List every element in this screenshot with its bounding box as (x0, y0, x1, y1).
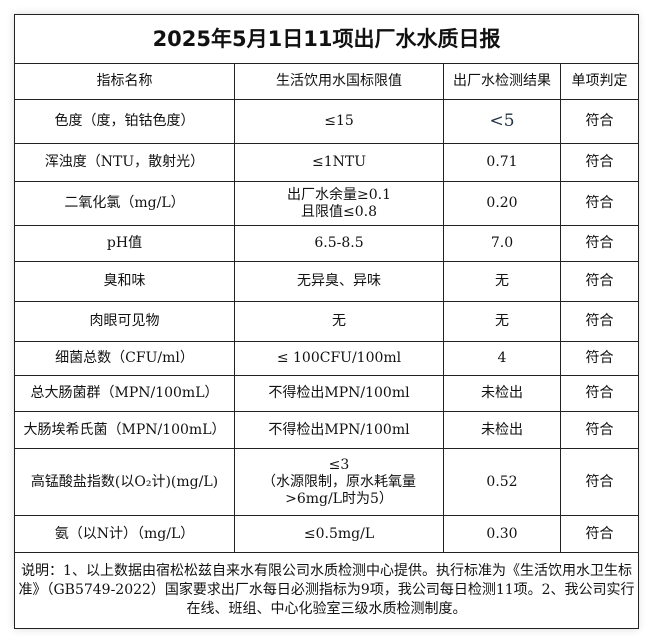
judgement: 符合 (559, 515, 640, 553)
header-row: 指标名称 生活饮用水国标限值 出厂水检测结果 单项判定 (14, 63, 640, 100)
table-row: pH值 6.5-8.5 7.0 符合 (14, 225, 640, 262)
test-result: 无 (443, 261, 561, 302)
limit-line: ≤ 100CFU/100ml (276, 350, 402, 366)
test-result: 0.20 (443, 181, 561, 226)
header-judge: 单项判定 (559, 63, 640, 100)
indicator-name: 肉眼可见物 (14, 301, 235, 342)
indicator-name: 色度（度，铂钴色度） (14, 99, 235, 144)
indicator-name: 大肠埃希氏菌（MPN/100mL） (14, 411, 235, 449)
limit-line: >6mg/L时为5） (285, 490, 393, 507)
table-row: 总大肠菌群（MPN/100mL） 不得检出MPN/100ml 未检出 符合 (14, 375, 640, 412)
table-row: 高锰酸盐指数(以O₂计)(mg/L) ≤3 （水源限制，原水耗氧量 >6mg/L时为5… (14, 448, 640, 516)
standard-limit: 不得检出MPN/100ml (234, 375, 444, 412)
judgement: 符合 (559, 448, 640, 516)
limit-line: 出厂水余量≥0.1 (287, 186, 391, 203)
indicator-name: 臭和味 (14, 261, 235, 302)
test-result: 0.52 (443, 448, 561, 516)
header-result: 出厂水检测结果 (443, 63, 561, 100)
limit-line: ≤15 (324, 113, 354, 129)
table-row: 细菌总数（CFU/ml） ≤ 100CFU/100ml 4 符合 (14, 341, 640, 376)
test-result: 未检出 (443, 411, 561, 449)
test-result: 未检出 (443, 375, 561, 412)
judgement: 符合 (559, 261, 640, 302)
test-result: 4 (443, 341, 561, 376)
standard-limit: ≤0.5mg/L (234, 515, 444, 553)
report-table: 2025年5月1日11项出厂水水质日报 指标名称 生活饮用水国标限值 出厂水检测… (13, 14, 640, 629)
table-row: 肉眼可见物无无符合 (14, 301, 640, 342)
test-result: 0.30 (443, 515, 561, 553)
standard-limit: 出厂水余量≥0.1 且限值≤0.8 (234, 181, 444, 226)
indicator-name: 高锰酸盐指数(以O₂计)(mg/L) (14, 448, 235, 516)
test-result: <5 (443, 99, 561, 144)
limit-line: 6.5-8.5 (314, 235, 364, 251)
judgement: 符合 (559, 375, 640, 412)
standard-limit: ≤3 （水源限制，原水耗氧量 >6mg/L时为5） (234, 448, 444, 516)
limit-line: ≤3 (328, 456, 350, 473)
table-row: 色度（度，铂钴色度） ≤15 <5 符合 (14, 99, 640, 144)
standard-limit: 6.5-8.5 (234, 225, 444, 262)
limit-line: 不得检出MPN/100ml (268, 385, 410, 401)
indicator-name: 细菌总数（CFU/ml） (14, 341, 235, 376)
test-result: 7.0 (443, 225, 561, 262)
standard-limit: ≤ 100CFU/100ml (234, 341, 444, 376)
judgement: 符合 (559, 99, 640, 144)
limit-line: 无异臭、异味 (297, 273, 381, 289)
standard-limit: 无异臭、异味 (234, 261, 444, 302)
limit-line: ≤0.5mg/L (303, 525, 375, 542)
report-title: 2025年5月1日11项出厂水水质日报 (13, 14, 640, 64)
header-name: 指标名称 (14, 63, 235, 100)
table-row: 氨（以N计）（mg/L） ≤0.5mg/L 0.30 符合 (14, 515, 640, 553)
limit-line: 不得检出MPN/100ml (268, 421, 410, 438)
indicator-name: 氨（以N计）（mg/L） (14, 515, 235, 553)
indicator-name: 浑浊度（NTU，散射光） (14, 143, 235, 182)
limit-line: 无 (332, 313, 346, 329)
judgement: 符合 (559, 181, 640, 226)
indicator-name: pH值 (14, 225, 235, 262)
test-result: 无 (443, 301, 561, 342)
table-row: 臭和味 无异臭、异味 无符合 (14, 261, 640, 302)
standard-limit: 不得检出MPN/100ml (234, 411, 444, 449)
limit-line: ≤1NTU (311, 154, 367, 170)
header-limit: 生活饮用水国标限值 (234, 63, 444, 100)
judgement: 符合 (559, 411, 640, 449)
judgement: 符合 (559, 143, 640, 182)
notes: 说明：1、以上数据由宿松松兹自来水有限公司水质检测中心提供。执行标准为《生活饮用… (13, 552, 640, 629)
standard-limit: 无 (234, 301, 444, 342)
limit-line: （水源限制，原水耗氧量 (262, 473, 416, 490)
judgement: 符合 (559, 341, 640, 376)
standard-limit: ≤15 (234, 99, 444, 144)
table-row: 浑浊度（NTU，散射光） ≤1NTU 0.71 符合 (14, 143, 640, 182)
judgement: 符合 (559, 301, 640, 342)
limit-line: 且限值≤0.8 (301, 203, 377, 220)
table-row: 大肠埃希氏菌（MPN/100mL） 不得检出MPN/100ml 未检出 符合 (14, 411, 640, 449)
standard-limit: ≤1NTU (234, 143, 444, 182)
water-quality-report: 2025年5月1日11项出厂水水质日报 指标名称 生活饮用水国标限值 出厂水检测… (13, 14, 640, 629)
table-row: 二氧化氯（mg/L） 出厂水余量≥0.1 且限值≤0.8 0.20 符合 (14, 181, 640, 226)
indicator-name: 总大肠菌群（MPN/100mL） (14, 375, 235, 412)
judgement: 符合 (559, 225, 640, 262)
indicator-name: 二氧化氯（mg/L） (14, 181, 235, 226)
test-result: 0.71 (443, 143, 561, 182)
